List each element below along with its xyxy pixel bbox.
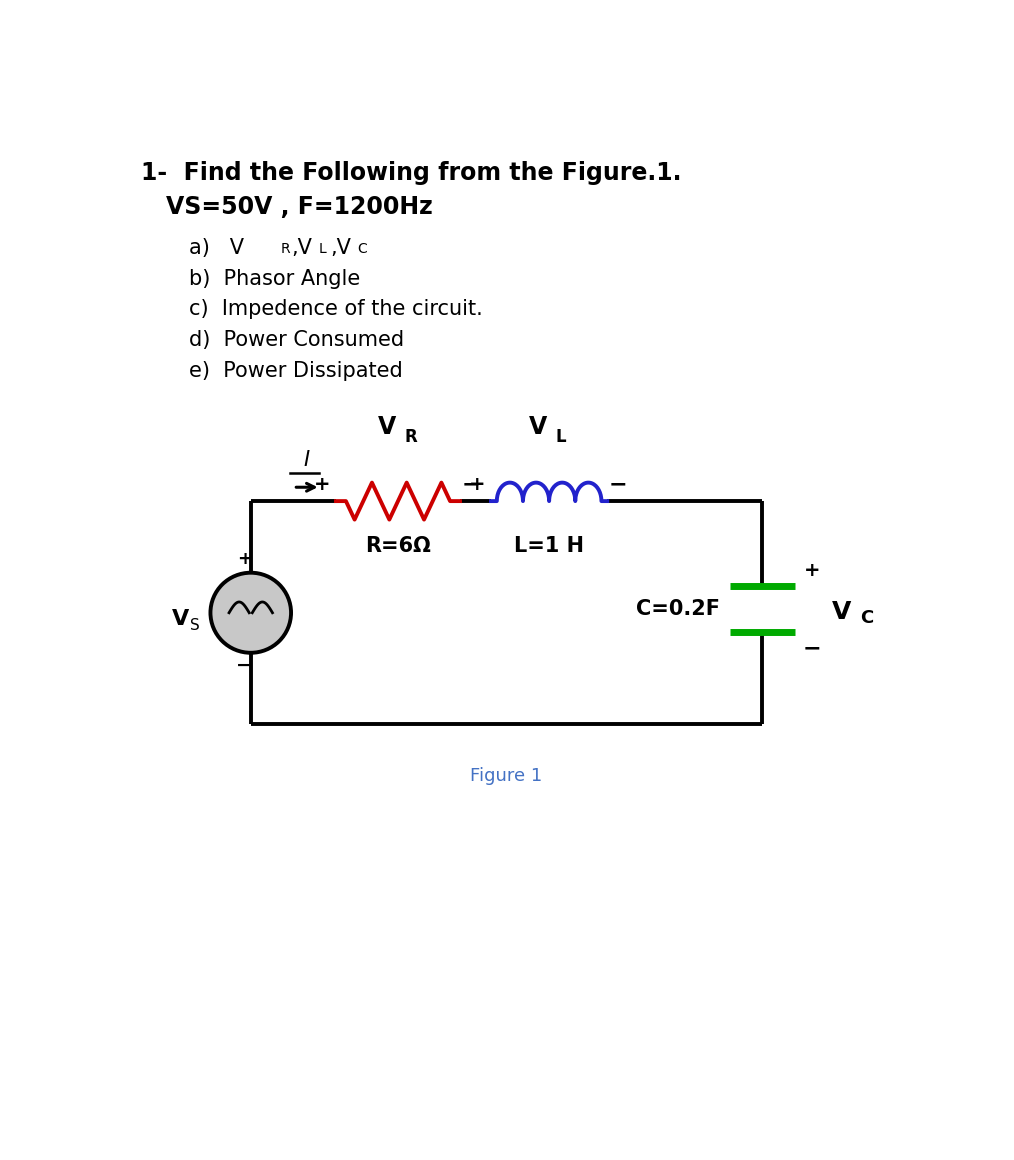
Text: V: V: [831, 600, 851, 624]
Text: C=0.2F: C=0.2F: [637, 599, 720, 619]
Text: L: L: [319, 242, 327, 256]
Text: V: V: [529, 415, 548, 440]
Text: VS=50V , F=1200Hz: VS=50V , F=1200Hz: [165, 195, 432, 218]
Text: L: L: [556, 428, 566, 445]
Text: +: +: [237, 550, 252, 568]
Text: C: C: [860, 609, 873, 628]
Text: −: −: [608, 474, 628, 494]
Text: I: I: [304, 450, 310, 470]
Text: ,V: ,V: [292, 238, 312, 258]
Text: V: V: [378, 415, 396, 440]
Text: C: C: [358, 242, 367, 256]
Text: S: S: [190, 617, 200, 632]
Text: +: +: [313, 474, 331, 494]
Text: V: V: [171, 609, 189, 629]
Text: 1-  Find the Following from the Figure.1.: 1- Find the Following from the Figure.1.: [141, 161, 681, 184]
Text: −: −: [802, 639, 821, 659]
Text: −: −: [461, 474, 481, 494]
Text: R: R: [280, 242, 290, 256]
Text: +: +: [468, 474, 486, 494]
Text: −: −: [236, 655, 252, 675]
Text: b)  Phasor Angle: b) Phasor Angle: [189, 269, 360, 289]
Text: d)  Power Consumed: d) Power Consumed: [189, 331, 404, 350]
Text: R: R: [405, 428, 417, 445]
Text: +: +: [804, 561, 820, 580]
Text: a)   V: a) V: [189, 238, 243, 258]
Circle shape: [211, 573, 291, 653]
Text: L=1 H: L=1 H: [514, 536, 584, 556]
Text: Figure 1: Figure 1: [470, 767, 542, 785]
Text: ,V: ,V: [331, 238, 352, 258]
Text: R=6Ω: R=6Ω: [365, 536, 431, 556]
Text: c)  Impedence of the circuit.: c) Impedence of the circuit.: [189, 299, 483, 319]
Text: e)  Power Dissipated: e) Power Dissipated: [189, 361, 403, 380]
